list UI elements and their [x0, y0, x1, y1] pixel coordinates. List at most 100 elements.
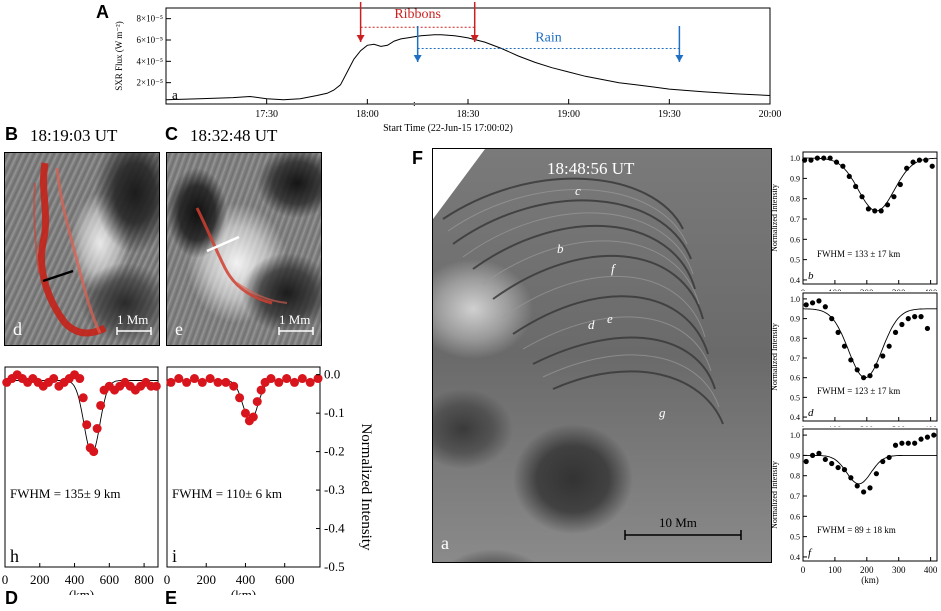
- gaussian-fit-line: [803, 308, 937, 379]
- x-tick-label: 400: [236, 572, 256, 587]
- x-tick-label: 800: [134, 572, 154, 587]
- data-point: [827, 155, 833, 161]
- x-tick-label: 400: [924, 565, 938, 575]
- data-point: [221, 377, 231, 387]
- y-tick-label: 0.4: [790, 553, 800, 562]
- loop-label-g: g: [659, 405, 666, 420]
- data-point: [924, 325, 931, 332]
- arrow-head-1-0: [413, 55, 422, 62]
- y-tick-label: -0.3: [324, 482, 345, 497]
- arrow-head-1-1: [675, 55, 684, 62]
- interval-label-0: Ribbons: [394, 7, 441, 22]
- data-point: [821, 155, 827, 161]
- data-point: [816, 298, 822, 304]
- y-tick-label: 0.8: [790, 334, 800, 343]
- data-point: [848, 475, 854, 481]
- data-point: [916, 157, 923, 163]
- fwhm-annotation: FWHM = 135± 9 km: [10, 486, 121, 501]
- y-tick-label: -0.5: [324, 559, 345, 574]
- data-point: [266, 374, 276, 384]
- loop-label-f: f: [611, 261, 615, 276]
- data-point: [822, 456, 828, 463]
- subpanel-letter: i: [172, 546, 177, 566]
- data-point: [229, 381, 239, 391]
- y-tick-label: 0.9: [790, 315, 800, 324]
- data-point: [854, 367, 860, 373]
- panel-letter-e: E: [165, 588, 178, 608]
- y-tick-label: 6×10⁻⁵: [137, 35, 163, 45]
- data-point: [240, 408, 250, 418]
- y-tick-label: 0.7: [790, 354, 800, 363]
- x-axis-label: (km): [861, 575, 879, 585]
- fwhm-annotation: FWHM = 110± 6 km: [172, 486, 282, 501]
- panel-letter-c: C: [165, 124, 178, 144]
- data-point: [880, 458, 886, 465]
- data-point: [89, 447, 99, 457]
- y-tick-label: 0.8: [790, 195, 800, 204]
- data-point: [92, 424, 102, 434]
- data-point: [803, 458, 809, 465]
- data-point: [282, 374, 292, 384]
- data-point: [313, 374, 323, 384]
- data-point: [96, 400, 106, 410]
- x-tick-label: 17:30: [255, 109, 278, 120]
- x-tick-label: 600: [100, 572, 120, 587]
- fwhm-annotation: FWHM = 133 ± 17 km: [817, 249, 900, 259]
- x-tick-label: 400: [924, 425, 938, 427]
- data-point: [859, 194, 865, 200]
- x-tick-label: 18:30: [457, 109, 480, 120]
- x-tick-label: 400: [924, 288, 938, 291]
- plot-frame: [802, 151, 938, 285]
- data-point: [899, 440, 905, 446]
- y-tick-label: -0.4: [324, 521, 345, 536]
- data-point: [912, 314, 918, 320]
- data-point: [873, 363, 879, 369]
- panel-b-image: 1 Mm d: [4, 152, 160, 346]
- data-point: [841, 343, 848, 349]
- x-tick-label: 0: [801, 565, 806, 575]
- data-point: [918, 314, 924, 320]
- y-tick-label: 0.7: [790, 215, 800, 224]
- data-point: [829, 316, 835, 322]
- data-point: [235, 393, 245, 403]
- data-point: [256, 385, 266, 395]
- interval-label-1: Rain: [535, 31, 561, 46]
- data-point: [814, 155, 820, 161]
- data-point: [205, 374, 215, 384]
- data-point: [197, 377, 207, 387]
- subpanel-letter: a: [172, 87, 178, 102]
- subpanel-letter: d: [808, 407, 814, 419]
- data-point: [82, 420, 92, 430]
- loop-label-c: c: [575, 183, 581, 198]
- profile-chart-f: 0 100 200 300 400 (km) 0.4 0.5 0.6 0.7 0.8 0.9 1.0 No…: [770, 428, 938, 585]
- data-point: [182, 377, 192, 387]
- data-point: [867, 373, 873, 379]
- data-point: [923, 157, 929, 163]
- y-tick-label: 1.0: [790, 295, 800, 304]
- data-point: [841, 467, 848, 473]
- data-point: [213, 377, 223, 387]
- y-tick-label: 0.5: [790, 533, 800, 542]
- data-point: [867, 485, 873, 491]
- data-point: [872, 208, 878, 214]
- data-point: [846, 173, 852, 179]
- data-point: [899, 321, 905, 328]
- data-point: [891, 194, 897, 200]
- profile-chart-b: 0 100 200 300 400 0.4 0.5 0.6 0.7 0.8 0.9 1.0 Normal…: [770, 151, 938, 291]
- data-point: [873, 471, 879, 477]
- y-axis-label: Normalized Intensity: [770, 461, 779, 529]
- profile-chart-i: 0 200 400 600 (km) 0.0 -0.1 -0.2 -0.3 -0.4 -0.5 Nor…: [164, 366, 374, 595]
- data-point: [835, 329, 841, 335]
- profile-chart-h: 0 200 400 600 800 (km) FWHM = 135± 9 km h: [2, 366, 161, 595]
- data-point: [905, 316, 911, 322]
- y-axis-label: Normalized Intensity: [770, 184, 779, 252]
- data-point: [835, 464, 841, 471]
- y-tick-label: 0.0: [324, 367, 340, 382]
- x-axis-label: (km): [69, 587, 94, 595]
- x-tick-label: 300: [892, 288, 906, 291]
- subpanel-letter: f: [808, 547, 813, 559]
- y-tick-label: 0.5: [790, 393, 800, 402]
- data-point: [931, 432, 937, 438]
- panel-letter-f: F: [412, 148, 423, 168]
- data-point: [833, 159, 840, 165]
